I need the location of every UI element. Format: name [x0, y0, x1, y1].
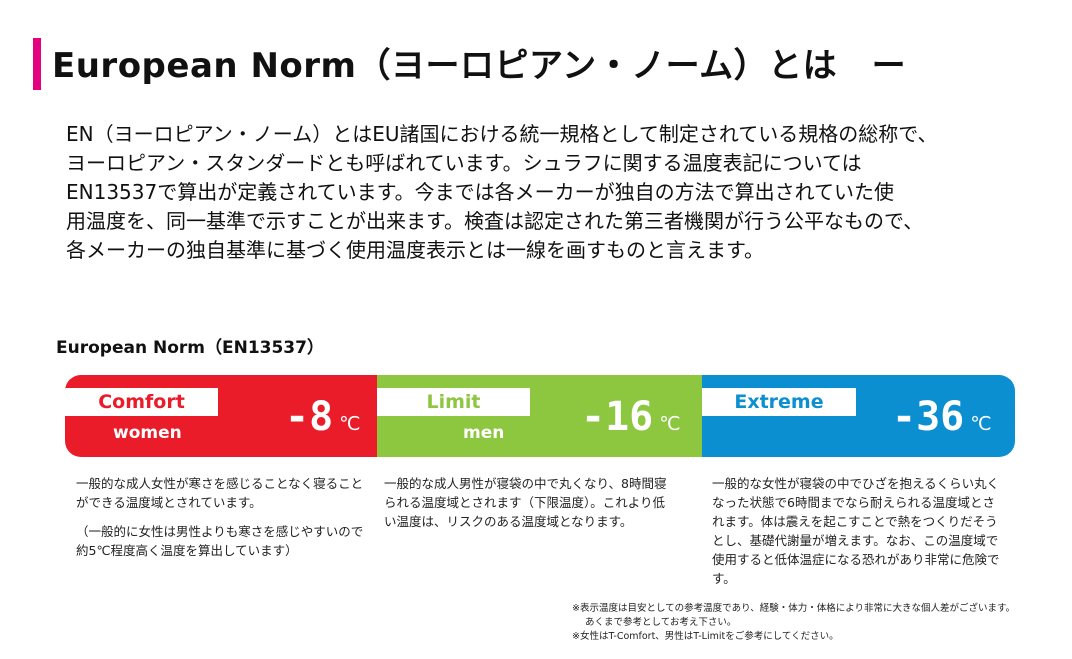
- intro-line: 各メーカーの独自基準に基づく使用温度表示とは一線を画すものと言えます。: [66, 238, 764, 262]
- comfort-desc-note: （一般的に女性は男性よりも寒さを感じやすいので約5℃程度高く温度を算出しています…: [76, 524, 364, 558]
- intro-line: ヨーロピアン・スタンダードとも呼ばれています。シュラフに関する温度表記については: [66, 151, 862, 175]
- footnote: あくまで参考としてお考え下さい。: [585, 617, 737, 628]
- limit-description: 一般的な成人男性が寝袋の中で丸くなり、8時間寝られる温度域とされます（下限温度）…: [384, 474, 676, 531]
- comfort-description: 一般的な成人女性が寒さを感じることなく寝ることができる温度域とされています。 （…: [76, 474, 366, 560]
- limit-segment: Limit men -16 ℃: [377, 375, 702, 457]
- limit-desc-text: 一般的な成人男性が寝袋の中で丸くなり、8時間寝られる温度域とされます（下限温度）…: [384, 476, 667, 529]
- intro-line: 用温度を、同一基準で示すことが出来ます。検査は認定された第三者機関が行う公平なも…: [66, 209, 924, 233]
- extreme-temp-unit: ℃: [970, 413, 992, 435]
- extreme-tag: Extreme: [702, 388, 856, 416]
- limit-who: men: [463, 423, 505, 443]
- comfort-tag: Comfort: [65, 388, 218, 416]
- comfort-temp-value: -8: [285, 394, 334, 440]
- extreme-segment: Extreme -36 ℃: [702, 375, 1015, 457]
- extreme-desc-text: 一般的な女性が寝袋の中でひざを抱えるくらい丸くなった状態で6時間までなら耐えられ…: [712, 476, 1000, 586]
- intro-line: EN13537で算出が定義されています。今までは各メーカーが独自の方法で算出され…: [66, 180, 895, 204]
- footnote: ※女性はT-Comfort、男性はT-Limitをご参考にしてください。: [572, 631, 839, 642]
- comfort-segment: Comfort women -8 ℃: [65, 375, 377, 457]
- title-accent-bar: [33, 38, 41, 90]
- section-label: European Norm（EN13537）: [56, 338, 324, 358]
- limit-temperature: -16 ℃: [581, 395, 681, 446]
- limit-temp-value: -16: [581, 394, 654, 440]
- temperature-rating-band: Comfort women -8 ℃ Limit men -16 ℃ Extreme…: [65, 375, 1015, 457]
- comfort-temp-unit: ℃: [339, 413, 361, 435]
- comfort-desc-text: 一般的な成人女性が寒さを感じることなく寝ることができる温度域とされています。: [76, 476, 364, 510]
- intro-paragraph: EN（ヨーロピアン・ノーム）とはEU諸国における統一規格として制定されている規格…: [66, 120, 1026, 265]
- footnotes: ※表示温度は目安としての参考温度であり、経験・体力・体格により非常に大きな個人差…: [572, 602, 1015, 644]
- extreme-description: 一般的な女性が寝袋の中でひざを抱えるくらい丸くなった状態で6時間までなら耐えられ…: [712, 474, 1002, 588]
- limit-temp-unit: ℃: [659, 413, 681, 435]
- extreme-temp-value: -36: [892, 394, 965, 440]
- limit-tag: Limit: [377, 388, 530, 416]
- intro-line: EN（ヨーロピアン・ノーム）とはEU諸国における統一規格として制定されている規格…: [66, 122, 938, 146]
- comfort-temperature: -8 ℃: [285, 395, 361, 446]
- extreme-temperature: -36 ℃: [892, 395, 992, 446]
- comfort-who: women: [113, 423, 182, 443]
- page-title: European Norm（ヨーロピアン・ノーム）とは ー: [52, 46, 907, 86]
- footnote: ※表示温度は目安としての参考温度であり、経験・体力・体格により非常に大きな個人差…: [572, 603, 1016, 614]
